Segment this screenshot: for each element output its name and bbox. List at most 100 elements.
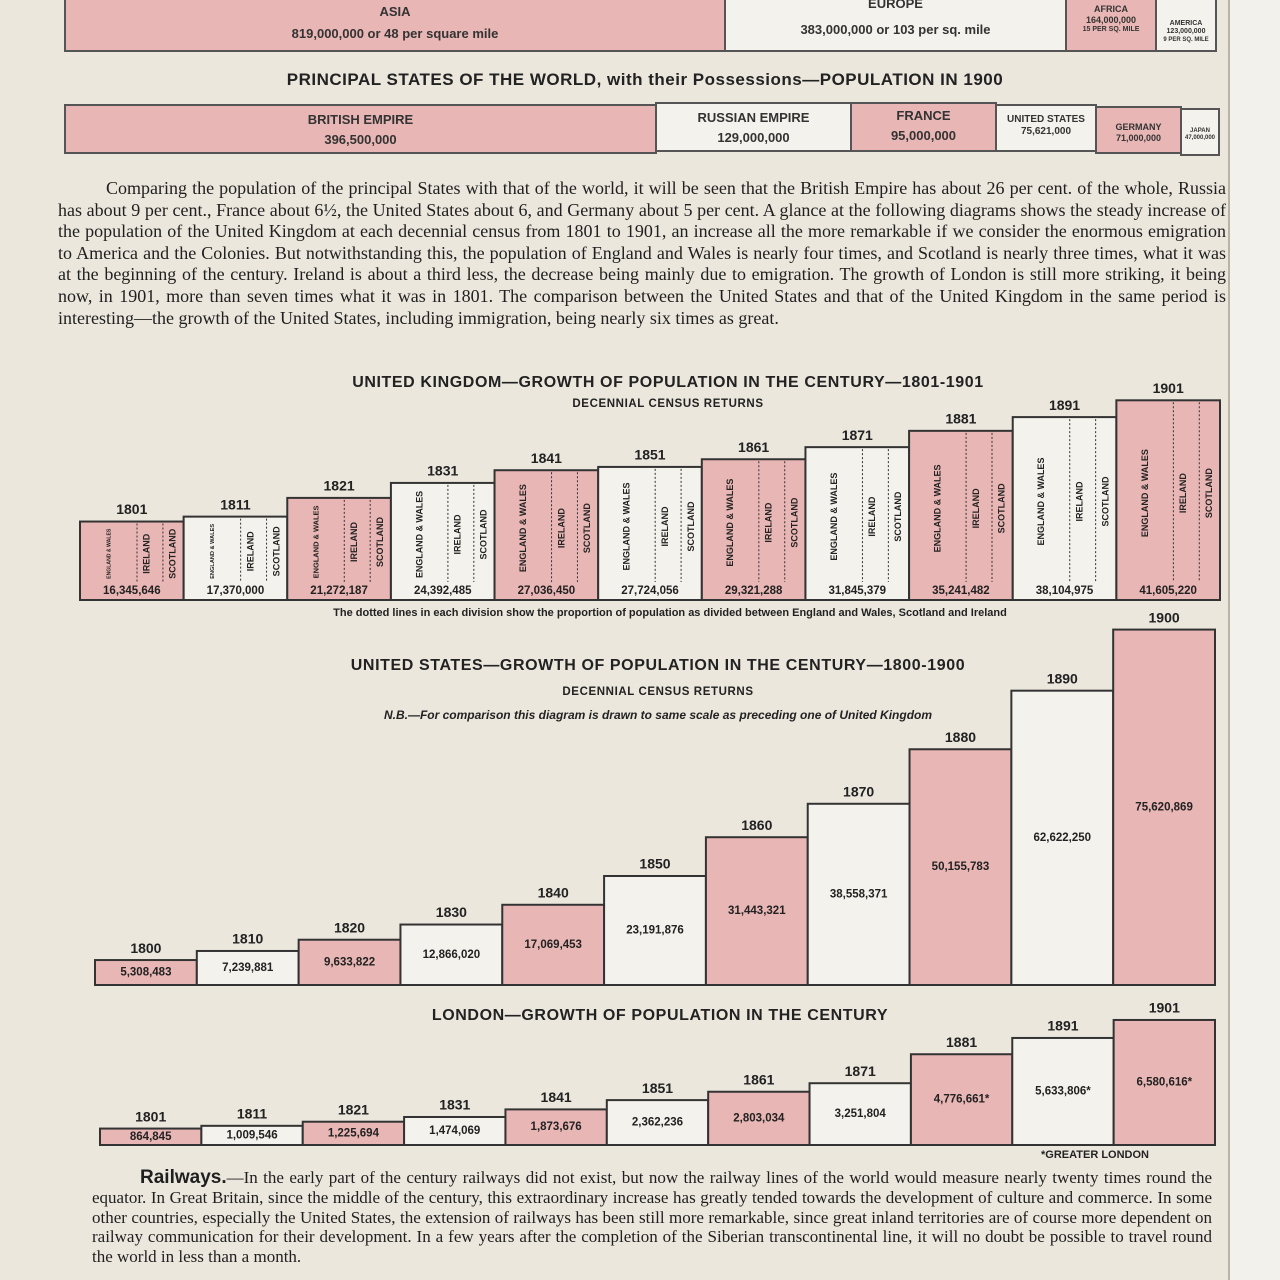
bar [195, 949, 300, 986]
value-label: 17,370,000 [207, 585, 265, 597]
part-label: SCOTLAND [1204, 468, 1214, 518]
part-label: IRELAND [1074, 481, 1084, 521]
segment-name: AMERICA [1169, 20, 1203, 27]
world-segment: AFRICA 164,000,000 15 PER SQ. MILE [1065, 0, 1157, 52]
bar-year: 1811 [237, 1106, 268, 1122]
part-label: ENGLAND & WALES [1140, 449, 1150, 537]
bar-year: 1850 [639, 856, 670, 872]
part-label: ENGLAND & WALES [932, 464, 942, 552]
bar-year: 1861 [743, 1071, 774, 1087]
segment-text: 47,000,000 [1184, 135, 1216, 142]
chart-subtitle: DECENNIAL CENSUS RETURNS [572, 398, 763, 410]
value-label: 9,633,822 [324, 956, 375, 968]
bar-year: 1890 [1047, 670, 1078, 686]
bar-year: 1901 [1149, 1000, 1180, 1016]
bar-year: 1851 [642, 1080, 673, 1096]
value-label: 35,241,482 [932, 585, 990, 597]
bar [399, 923, 504, 987]
value-label: 1,009,546 [226, 1129, 277, 1141]
railways-heading: Railways. [140, 1167, 227, 1188]
bar [1112, 628, 1216, 986]
bar [704, 836, 809, 986]
state-segment: BRITISH EMPIRE 396,500,000 [64, 104, 657, 154]
part-label: ENGLAND & WALES [725, 479, 735, 567]
chart-title: LONDON—GROWTH OF POPULATION IN THE CENTU… [432, 1007, 888, 1024]
part-label: SCOTLAND [893, 491, 903, 541]
state-segment: GERMANY 71,000,000 [1095, 106, 1182, 154]
value-label: 75,620,869 [1135, 801, 1193, 813]
next-page-edge [1228, 0, 1280, 1280]
part-label: ENGLAND & WALES [829, 473, 839, 561]
bar-year: 1811 [220, 496, 251, 512]
bar [806, 802, 911, 986]
segment-name: JAPAN [1190, 128, 1210, 134]
bar [1115, 399, 1222, 602]
bar [286, 496, 392, 601]
bar-year: 1881 [945, 411, 976, 427]
segment-text: 95,000,000 [890, 127, 957, 143]
value-label: 62,622,250 [1033, 832, 1091, 844]
bar-year: 1871 [845, 1063, 876, 1079]
state-segment: FRANCE 95,000,000 [850, 102, 997, 152]
part-label: IRELAND [349, 521, 359, 561]
bar-year: 1801 [116, 501, 147, 517]
states-title: PRINCIPAL STATES OF THE WORLD, with thei… [286, 70, 1004, 89]
segment-name: FRANCE [896, 108, 951, 123]
bar [1112, 1018, 1216, 1147]
value-label: 27,036,450 [518, 585, 576, 597]
world-segment: ASIA 819,000,000 or 48 per square mile [64, 0, 726, 52]
part-label: SCOTLAND [582, 503, 592, 553]
value-label: 5,633,806* [1035, 1086, 1091, 1098]
part-label: SCOTLAND [789, 497, 799, 547]
part-label: IRELAND [660, 506, 670, 546]
bar-year: 1861 [738, 439, 769, 455]
segment-text: 75,621,000 [1020, 126, 1072, 137]
part-label: IRELAND [245, 531, 255, 571]
part-label: SCOTLAND [1100, 476, 1110, 526]
part-label: IRELAND [971, 488, 981, 528]
bar-year: 1821 [338, 1101, 369, 1117]
bar [297, 938, 402, 986]
value-label: 2,803,034 [733, 1112, 785, 1124]
part-label: ENGLAND & WALES [106, 528, 112, 579]
bar-year: 1851 [634, 447, 665, 463]
segment-text: 129,000,000 [717, 129, 790, 145]
value-label: 2,362,236 [632, 1117, 683, 1129]
part-label: SCOTLAND [168, 528, 178, 578]
part-label: IRELAND [556, 508, 566, 548]
bar-year: 1840 [538, 884, 569, 900]
part-label: SCOTLAND [375, 516, 385, 566]
state-segment: JAPAN 47,000,000 [1180, 108, 1220, 156]
segment-name: BRITISH EMPIRE [307, 112, 414, 127]
segment-name: AFRICA [1094, 4, 1128, 14]
value-label: 41,605,220 [1139, 585, 1197, 597]
bar [908, 429, 1014, 601]
part-label: ENGLAND & WALES [1036, 458, 1046, 546]
value-label: 5,308,483 [120, 967, 171, 979]
value-label: 1,474,069 [429, 1125, 480, 1137]
part-label: SCOTLAND [686, 501, 696, 551]
bar [182, 515, 289, 602]
intro-paragraph: Comparing the population of the principa… [58, 178, 1226, 328]
bar [700, 458, 807, 601]
part-label: ENGLAND & WALES [414, 491, 424, 578]
value-label: 1,873,676 [531, 1121, 582, 1133]
bar-year: 1831 [427, 463, 458, 479]
railways-text: —In the early part of the century railwa… [92, 1168, 1212, 1267]
segment-note: 9 PER SQ. MILE [1163, 36, 1209, 43]
part-label: IRELAND [1178, 473, 1188, 513]
bar [389, 481, 496, 602]
value-label: 6,580,616* [1136, 1077, 1192, 1089]
segment-text: 383,000,000 or 103 per sq. mile [800, 21, 991, 37]
part-label: SCOTLAND [479, 509, 489, 559]
bar-year: 1871 [842, 427, 873, 443]
value-label: 29,321,288 [725, 585, 783, 597]
part-label: ENGLAND & WALES [622, 482, 632, 570]
value-label: 12,866,020 [423, 949, 481, 961]
part-label: SCOTLAND [271, 526, 281, 576]
value-label: 7,239,881 [222, 962, 274, 974]
value-label: 4,776,661* [934, 1094, 990, 1106]
bar [908, 748, 1013, 986]
bar-year: 1891 [1047, 1018, 1078, 1034]
